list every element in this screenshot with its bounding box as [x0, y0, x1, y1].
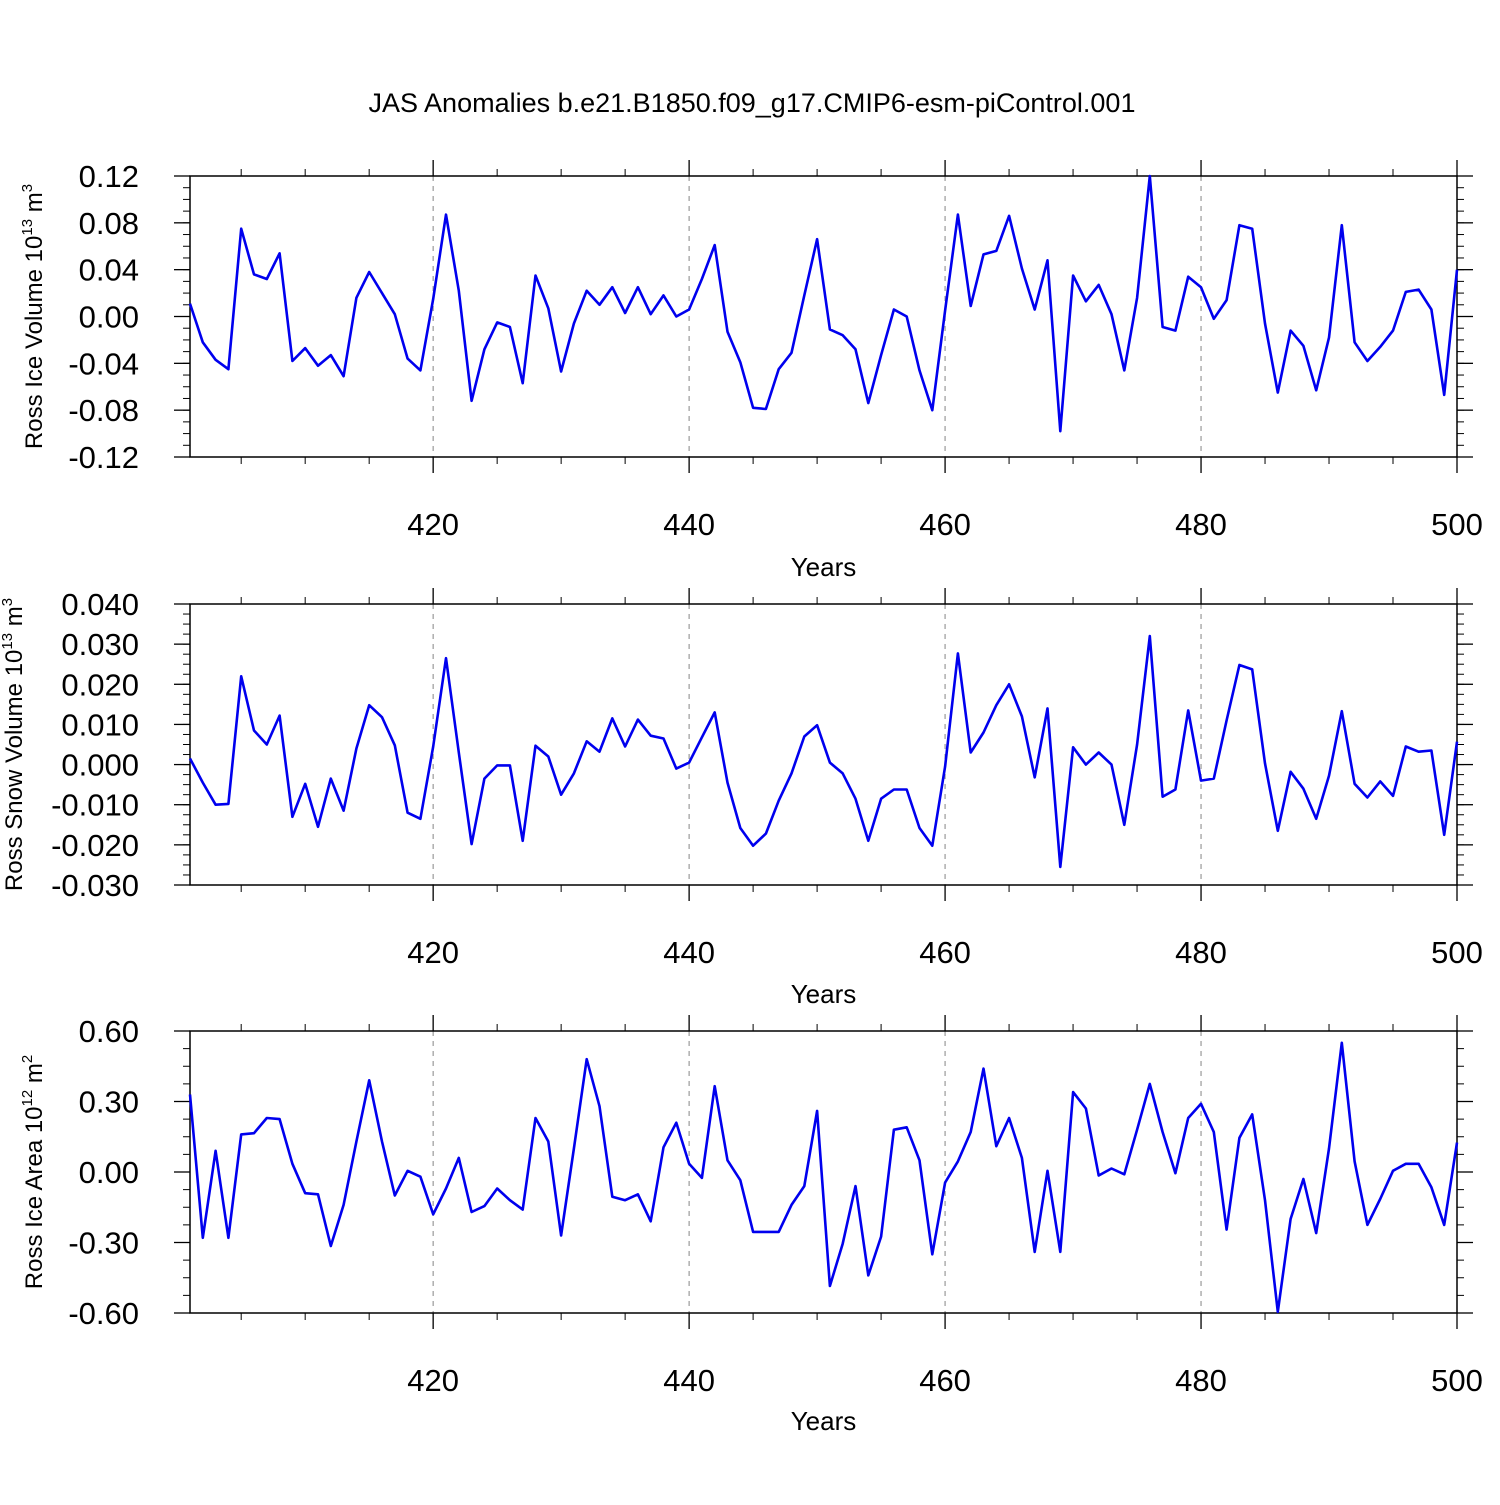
panel-2: 420 440 460 480 500 0.040 0.030 0.020 0.010 0.000…: [0, 587, 1483, 1009]
series-line: [188, 174, 1459, 433]
x-tick-label: 460: [919, 507, 971, 542]
x-axis-label: Years: [791, 552, 857, 582]
x-tick-label: 440: [663, 935, 715, 970]
x-tick-label: 440: [663, 507, 715, 542]
x-tick-label: 500: [1431, 935, 1483, 970]
y-tick-label: -0.30: [68, 1226, 139, 1261]
y-tick-label: 0.00: [79, 1155, 139, 1190]
y-tick-label: 0.020: [61, 667, 139, 702]
y-axis-label: Ross Ice Area 1012 m2: [19, 1055, 48, 1289]
x-tick-label: 500: [1431, 507, 1483, 542]
x-axis-label: Years: [791, 979, 857, 1009]
y-tick-label: 0.00: [79, 300, 139, 335]
panel-1: 420 440 460 480 500 0.12 0.08 0.04 0.00 -0.04 -0.0…: [19, 159, 1483, 582]
series-line: [188, 634, 1459, 869]
y-tick-label: 0.08: [79, 206, 139, 241]
y-tick-label: 0.010: [61, 707, 139, 742]
x-tick-label: 460: [919, 1363, 971, 1398]
x-tick-label: 480: [1175, 935, 1227, 970]
x-axis-label: Years: [791, 1406, 857, 1436]
y-tick-label: 0.030: [61, 627, 139, 662]
panel-3: 420 440 460 480 500 0.60 0.30 0.00 -0.30 -0.60 Yea…: [19, 1014, 1483, 1436]
y-axis-label: Ross Snow Volume 1013 m3: [0, 598, 28, 891]
series-line: [188, 1041, 1459, 1314]
y-tick-label: -0.020: [51, 828, 139, 863]
x-tick-label: 420: [407, 1363, 459, 1398]
figure-title: JAS Anomalies b.e21.B1850.f09_g17.CMIP6-…: [369, 88, 1136, 118]
plot-frame: [189, 1030, 1458, 1314]
y-tick-label: 0.30: [79, 1085, 139, 1120]
y-tick-label: -0.60: [68, 1296, 139, 1331]
x-tick-label: 420: [407, 935, 459, 970]
x-tick-label: 440: [663, 1363, 715, 1398]
y-tick-label: -0.04: [68, 346, 139, 381]
x-tick-label: 460: [919, 935, 971, 970]
x-tick-label: 480: [1175, 507, 1227, 542]
y-tick-label: 0.000: [61, 748, 139, 783]
x-tick-label: 500: [1431, 1363, 1483, 1398]
y-axis-label: Ross Ice Volume 1013 m3: [19, 184, 48, 449]
y-tick-label: 0.12: [79, 159, 139, 194]
y-tick-label: -0.030: [51, 868, 139, 903]
x-tick-label: 480: [1175, 1363, 1227, 1398]
x-tick-label: 420: [407, 507, 459, 542]
y-tick-label: -0.12: [68, 440, 139, 475]
y-tick-label: 0.04: [79, 253, 139, 288]
plot-frame: [189, 175, 1458, 458]
y-tick-label: -0.010: [51, 788, 139, 823]
y-tick-label: -0.08: [68, 393, 139, 428]
y-tick-label: 0.040: [61, 587, 139, 622]
y-tick-label: 0.60: [79, 1014, 139, 1049]
